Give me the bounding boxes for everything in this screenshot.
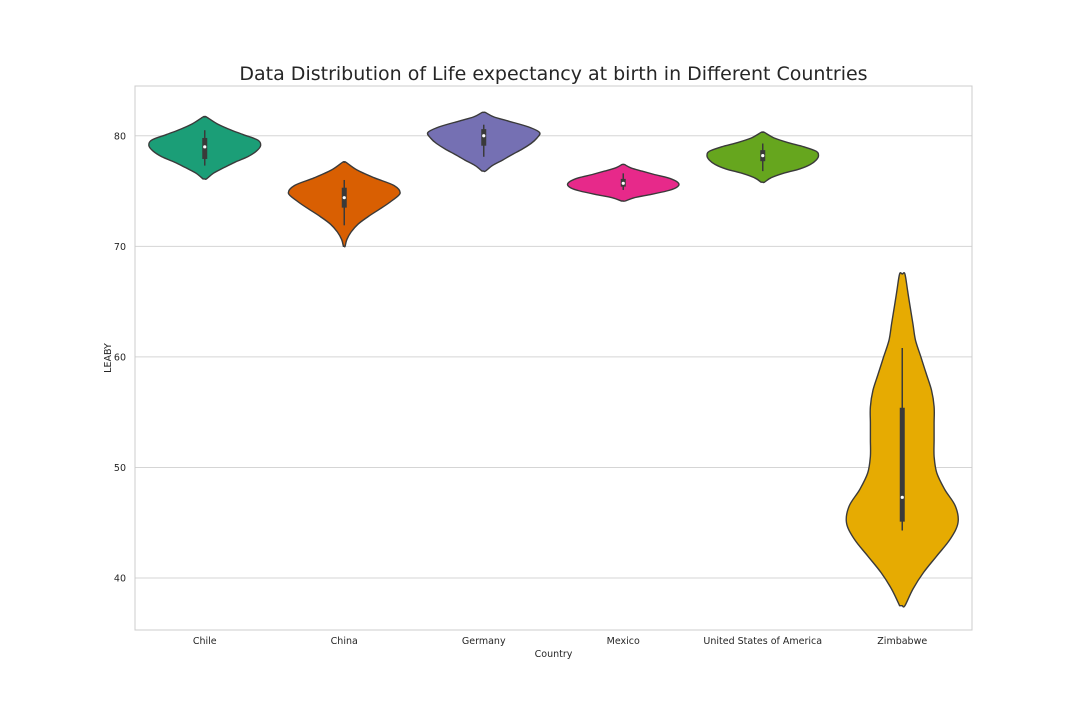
y-tick-label: 80 <box>114 131 126 142</box>
y-tick-labels: 40 50 60 70 80 <box>114 131 126 584</box>
x-tick-label: Mexico <box>607 636 640 647</box>
x-tick-label: China <box>331 636 358 647</box>
violin-median-point <box>203 145 207 149</box>
plot-frame <box>134 85 973 631</box>
violin-iqr-box <box>899 407 905 522</box>
violin-iqr-box <box>481 129 487 146</box>
y-tick-label: 60 <box>114 352 126 363</box>
violin-median-point <box>761 154 765 158</box>
violin-median-point <box>342 196 346 200</box>
y-tick-label: 40 <box>114 574 126 585</box>
x-tick-label: United States of America <box>703 636 822 647</box>
chart-title: Data Distribution of Life expectancy at … <box>239 63 867 85</box>
y-axis-label: LEABY <box>103 343 114 373</box>
x-tick-label: Chile <box>193 636 217 647</box>
violin-iqr-box <box>202 137 208 159</box>
violin-median-point <box>482 134 486 138</box>
gridlines <box>135 135 972 579</box>
y-tick-label: 70 <box>114 242 126 253</box>
x-tick-label: Zimbabwe <box>877 636 927 647</box>
x-tick-labels: Chile China Germany Mexico United States of … <box>193 636 927 647</box>
violin-median-point <box>900 495 904 499</box>
x-axis-label: Country <box>535 649 573 660</box>
y-tick-label: 50 <box>114 463 126 474</box>
x-tick-label: Germany <box>462 636 506 647</box>
violin-median-point <box>621 181 625 185</box>
violins <box>148 111 959 608</box>
